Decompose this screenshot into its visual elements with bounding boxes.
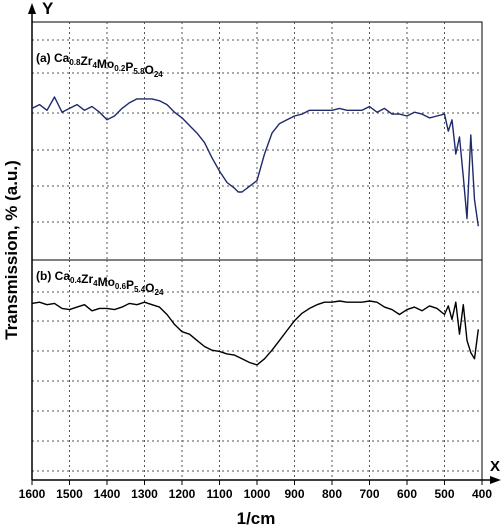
x-tick-label: 1500 — [56, 487, 83, 501]
x-tick-label: 500 — [434, 487, 454, 501]
x-axis-arrow-label: X — [490, 458, 500, 475]
y-axis-arrow-label: Y — [42, 0, 54, 18]
x-tick-label: 600 — [397, 487, 417, 501]
x-tick-label: 1000 — [244, 487, 271, 501]
spectrum-line-a — [31, 96, 479, 227]
spectrum-line-b — [31, 300, 479, 366]
y-axis-title: Transmission, % (a.u.) — [2, 160, 21, 340]
x-tick-label: 1600 — [19, 487, 46, 501]
x-axis-title: 1/cm — [237, 509, 276, 528]
x-tick-label: 1400 — [94, 487, 121, 501]
y-axis-arrowhead — [28, 3, 36, 14]
x-axis-arrowhead — [490, 476, 501, 484]
panel-a-label: (a) Ca0.8Zr4Mo0.2P5.8O24 — [36, 51, 163, 79]
x-tick-label: 1200 — [169, 487, 196, 501]
x-tick-label: 1100 — [206, 487, 232, 501]
x-tick-label: 800 — [322, 487, 342, 501]
x-tick-label: 900 — [284, 487, 304, 501]
x-tick-label: 700 — [359, 487, 379, 501]
x-tick-label: 1300 — [131, 487, 158, 501]
panel-b-label: (b) Ca0.4Zr4Mo0.6P5.4O24 — [36, 269, 164, 297]
x-tick-label: 400 — [472, 487, 492, 501]
